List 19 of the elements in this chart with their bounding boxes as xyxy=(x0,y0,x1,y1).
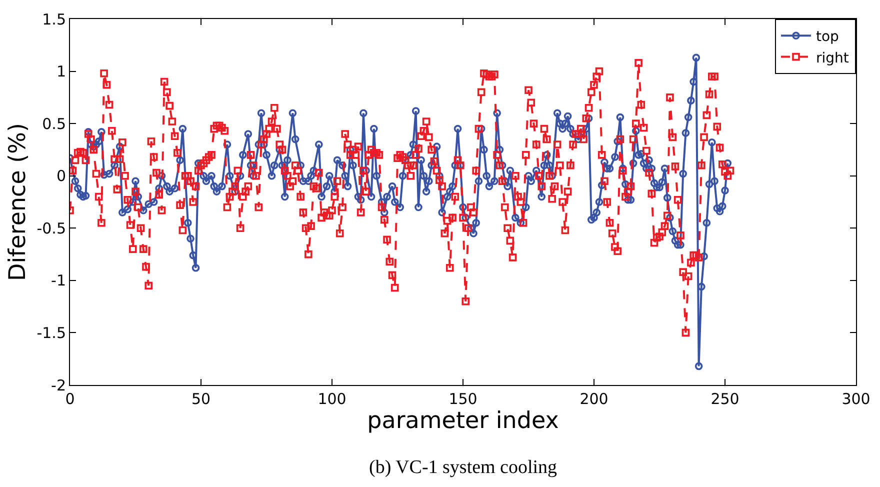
y-tick-label: -1 xyxy=(51,272,66,290)
text: (b) VC-1 system cooling xyxy=(369,457,558,478)
y-tick-label: 0 xyxy=(56,167,66,186)
y-tick-label: -1.5 xyxy=(36,324,66,342)
y-axis-title: Diference (%) xyxy=(5,123,32,281)
x-tick-label: 300 xyxy=(842,390,870,408)
x-tick-label: 200 xyxy=(580,390,608,408)
x-tick-label: 250 xyxy=(710,390,740,408)
y-tick-label: -2 xyxy=(51,376,66,394)
x-tick-label: 100 xyxy=(318,390,346,408)
legend-label: right xyxy=(816,50,850,66)
x-tick-label: 150 xyxy=(448,390,478,408)
legend-label: top xyxy=(816,29,840,46)
x-axis-title: parameter index xyxy=(367,408,559,434)
y-tick-label: 0.5 xyxy=(42,114,66,133)
y-tick-label: 1.5 xyxy=(42,10,66,28)
x-tick-label: 50 xyxy=(191,390,211,408)
y-tick-label: 1 xyxy=(56,62,66,81)
y-tick-label: -0.5 xyxy=(36,219,66,238)
